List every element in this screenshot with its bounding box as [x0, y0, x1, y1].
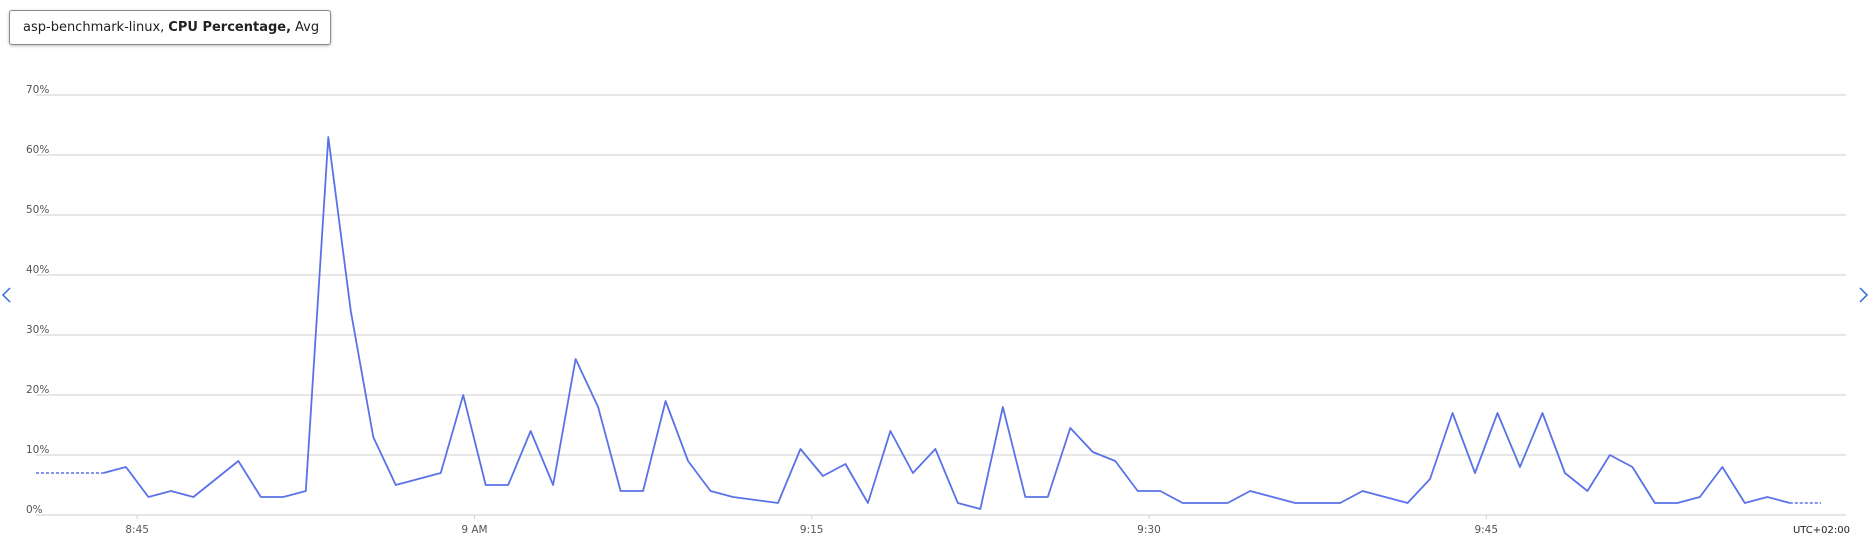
y-tick-label: 40%	[26, 264, 49, 276]
y-tick-label: 50%	[26, 204, 49, 216]
timezone-label: UTC+02:00	[1793, 525, 1850, 536]
legend-chip[interactable]: asp-benchmark-linux, CPU Percentage, Avg	[9, 10, 331, 45]
y-tick-label: 30%	[26, 324, 49, 336]
x-tick-label: 9 AM	[461, 524, 487, 536]
x-tick-label: 9:45	[1474, 524, 1498, 536]
legend-resource: asp-benchmark-linux,	[23, 20, 165, 35]
y-tick-label: 70%	[26, 84, 49, 96]
y-tick-label: 60%	[26, 144, 49, 156]
resource-icon	[19, 20, 20, 34]
y-tick-label: 0%	[26, 504, 43, 516]
x-tick-label: 9:15	[800, 524, 824, 536]
x-tick-label: 9:30	[1137, 524, 1161, 536]
series-line	[103, 136, 1791, 510]
legend-metric: CPU Percentage,	[168, 20, 292, 35]
y-tick-label: 10%	[26, 444, 49, 456]
next-arrow[interactable]	[1859, 287, 1869, 303]
x-tick-label: 8:45	[125, 524, 149, 536]
y-tick-label: 20%	[26, 384, 49, 396]
prev-arrow[interactable]	[1, 287, 11, 303]
legend-aggregation: Avg	[295, 20, 320, 35]
